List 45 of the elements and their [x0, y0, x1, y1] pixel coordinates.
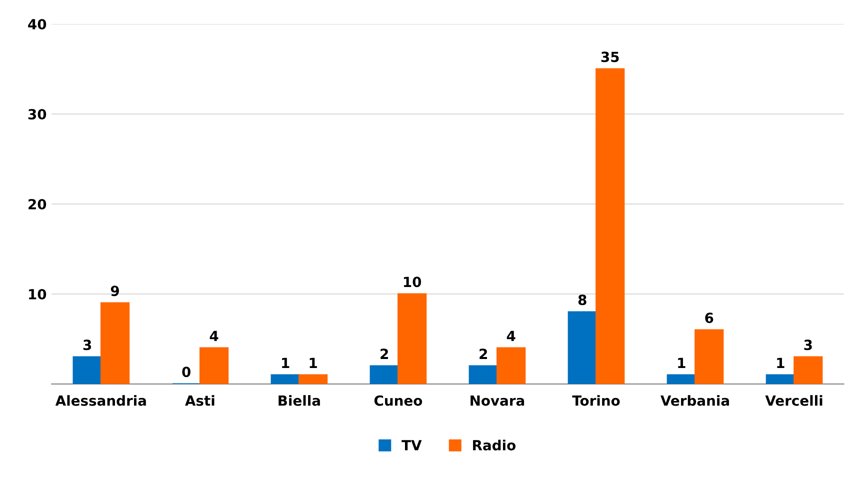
x-tick-label: Alessandria — [55, 395, 146, 406]
bar — [398, 293, 427, 384]
data-label: 6 — [705, 312, 714, 324]
data-label: 4 — [506, 330, 516, 341]
x-tick-label: Asti — [185, 395, 214, 406]
bar — [766, 374, 795, 384]
data-label: 9 — [110, 286, 119, 296]
y-tick-label: 20 — [28, 198, 46, 210]
data-label: 35 — [601, 52, 619, 62]
x-tick-label: Biella — [278, 395, 320, 406]
x-tick-label: Novara — [470, 396, 524, 406]
x-tick-label: Torino — [572, 395, 620, 406]
data-label: 4 — [210, 330, 218, 341]
bar — [596, 68, 625, 384]
bar — [496, 347, 526, 384]
bar — [298, 374, 328, 384]
x-tick-label: Cuneo — [374, 395, 422, 406]
bar — [568, 311, 597, 384]
bar — [794, 356, 823, 384]
bar — [199, 347, 229, 384]
data-label: 0 — [182, 366, 190, 378]
bar — [694, 329, 724, 384]
data-label: 3 — [804, 340, 812, 350]
bar — [270, 374, 300, 384]
data-label: 8 — [578, 294, 586, 306]
data-label: 2 — [480, 348, 487, 359]
bar — [72, 356, 102, 384]
data-label: 1 — [678, 358, 686, 368]
legend-label: Radio — [473, 440, 516, 450]
x-tick-label: Vercelli — [765, 395, 822, 406]
data-label: 3 — [83, 340, 92, 350]
bar — [370, 365, 399, 384]
y-tick-label: 10 — [29, 288, 46, 300]
bar — [666, 374, 696, 384]
data-label: 1 — [282, 358, 290, 368]
y-tick-label: 40 — [28, 18, 46, 30]
x-tick-label: Verbania — [660, 395, 729, 406]
data-label: 1 — [777, 358, 784, 368]
y-tick-label: 30 — [28, 108, 46, 120]
data-label: 2 — [380, 348, 388, 359]
bar — [468, 365, 498, 384]
data-label: 1 — [310, 358, 317, 368]
legend-label: TV — [402, 440, 422, 450]
bar — [100, 302, 130, 384]
data-label: 10 — [404, 276, 422, 288]
